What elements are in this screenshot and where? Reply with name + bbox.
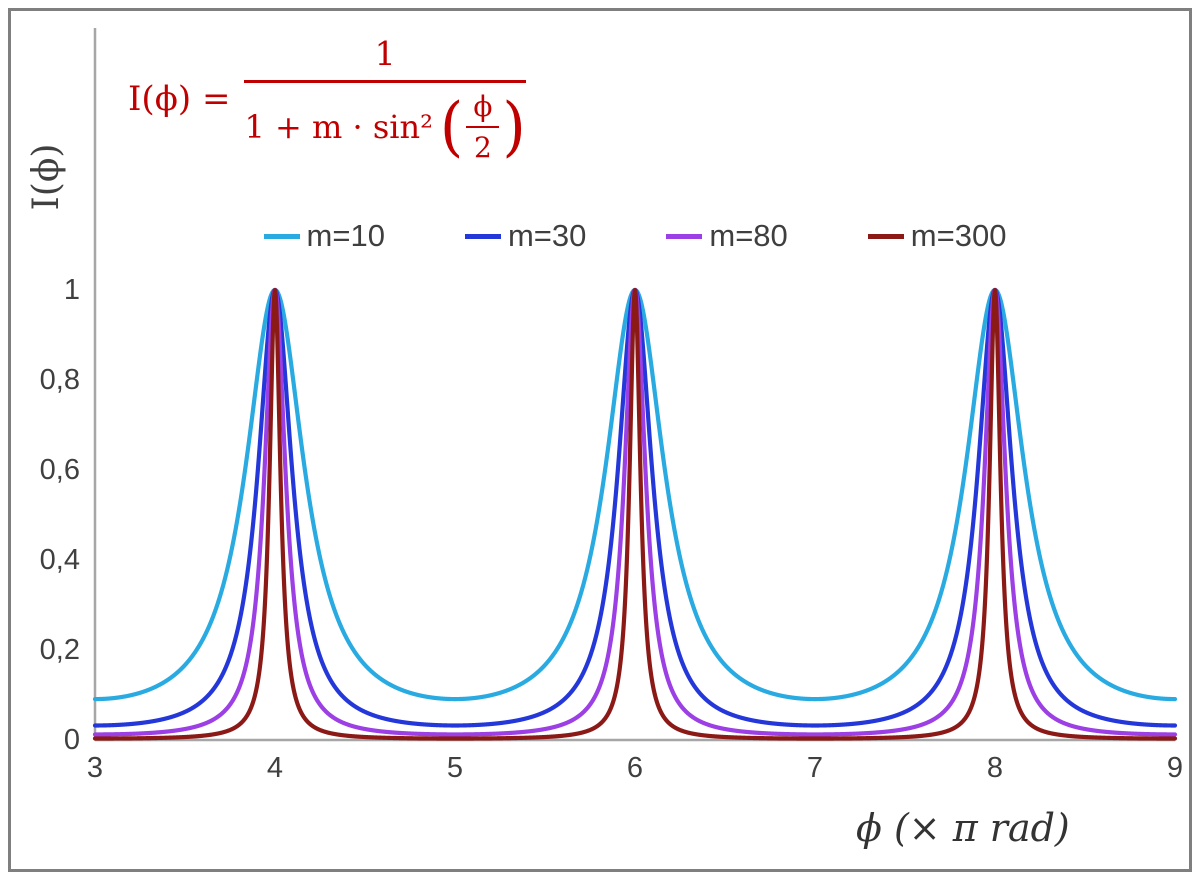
formula-denominator: 1 + m · sin² ( ϕ 2 ) [244, 83, 525, 164]
legend-label: m=80 [709, 218, 788, 253]
y-tick-label: 0,2 [39, 634, 80, 666]
legend-swatch [464, 233, 501, 239]
formula-fraction: 1 1 + m · sin² ( ϕ 2 ) [244, 34, 526, 164]
y-tick-label: 0,4 [39, 544, 80, 576]
chart-frame [8, 8, 1192, 872]
y-tick-label: 0 [63, 724, 80, 756]
series-line [92, 287, 1178, 728]
formula-lhs: I(ϕ) = [128, 79, 231, 119]
formula-inner-fraction: ϕ 2 [466, 90, 500, 164]
x-tick-label: 9 [1166, 752, 1184, 784]
x-tick-label: 8 [986, 752, 1004, 784]
y-tick-label: 1 [63, 274, 80, 306]
legend-swatch [263, 233, 300, 239]
x-axis-title: ϕ (× π rad) [856, 806, 1070, 850]
legend-label: m=10 [306, 218, 385, 253]
legend-label: m=300 [910, 218, 1007, 253]
legend-label: m=30 [507, 218, 587, 253]
legend-item: m=10 [263, 218, 385, 254]
series-line [92, 287, 1178, 741]
legend-item: m=300 [867, 218, 1007, 254]
x-tick-label: 4 [266, 752, 284, 784]
x-tick-label: 7 [806, 752, 824, 784]
formula-numerator: 1 [244, 34, 526, 83]
legend-swatch [867, 233, 904, 239]
legend-item: m=80 [666, 218, 788, 254]
y-axis-title: I(ϕ) [26, 143, 67, 211]
legend: m=10 m=30 m=80 m=300 [95, 218, 1175, 254]
y-tick-label: 0,8 [39, 364, 80, 396]
y-tick-label: 0,6 [39, 454, 80, 486]
close-paren: ) [502, 88, 526, 165]
open-paren: ( [439, 88, 464, 165]
formula-inner-denominator: 2 [473, 131, 492, 164]
x-tick-label: 5 [446, 752, 464, 784]
legend-swatch [666, 233, 703, 239]
x-tick-label: 3 [86, 752, 104, 784]
formula-denominator-text: 1 + m · sin² [244, 108, 433, 146]
legend-item: m=30 [464, 218, 587, 254]
formula: I(ϕ) = 1 1 + m · sin² ( ϕ 2 ) [128, 34, 526, 164]
series-line [92, 287, 1178, 737]
x-tick-label: 6 [626, 752, 644, 784]
formula-inner-numerator: ϕ [466, 90, 500, 128]
